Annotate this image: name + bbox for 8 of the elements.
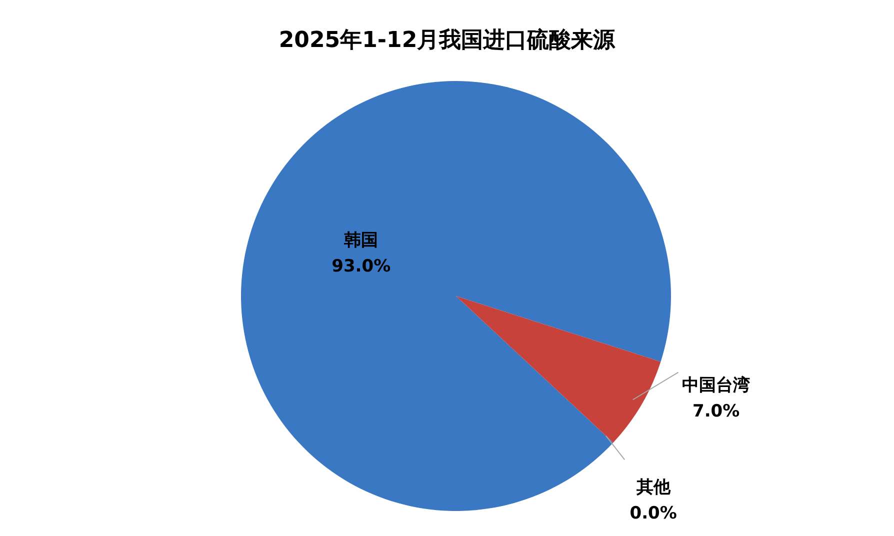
text: 0.0% bbox=[630, 504, 677, 524]
chart-title: 2025年1-12月我国进口硫酸来源 bbox=[278, 27, 616, 53]
data-label: 7.0% bbox=[692, 401, 740, 422]
data-label: 93.0% bbox=[332, 256, 391, 276]
slice-label: 中国台湾 bbox=[682, 375, 750, 396]
pie-slice bbox=[456, 296, 661, 443]
slice-label: 韩国 bbox=[343, 230, 378, 250]
category-label: 其他 bbox=[636, 478, 670, 498]
